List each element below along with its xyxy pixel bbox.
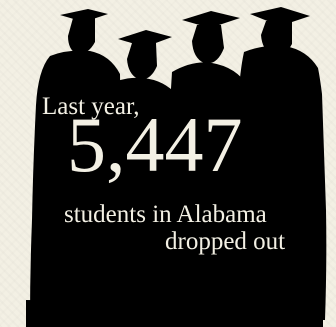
headline-line3: students in Alabama (64, 201, 267, 228)
dropout-count: 5,447 (67, 101, 243, 188)
headline-line4: dropped out (165, 228, 286, 255)
headline-line1: Last year, (42, 93, 140, 120)
